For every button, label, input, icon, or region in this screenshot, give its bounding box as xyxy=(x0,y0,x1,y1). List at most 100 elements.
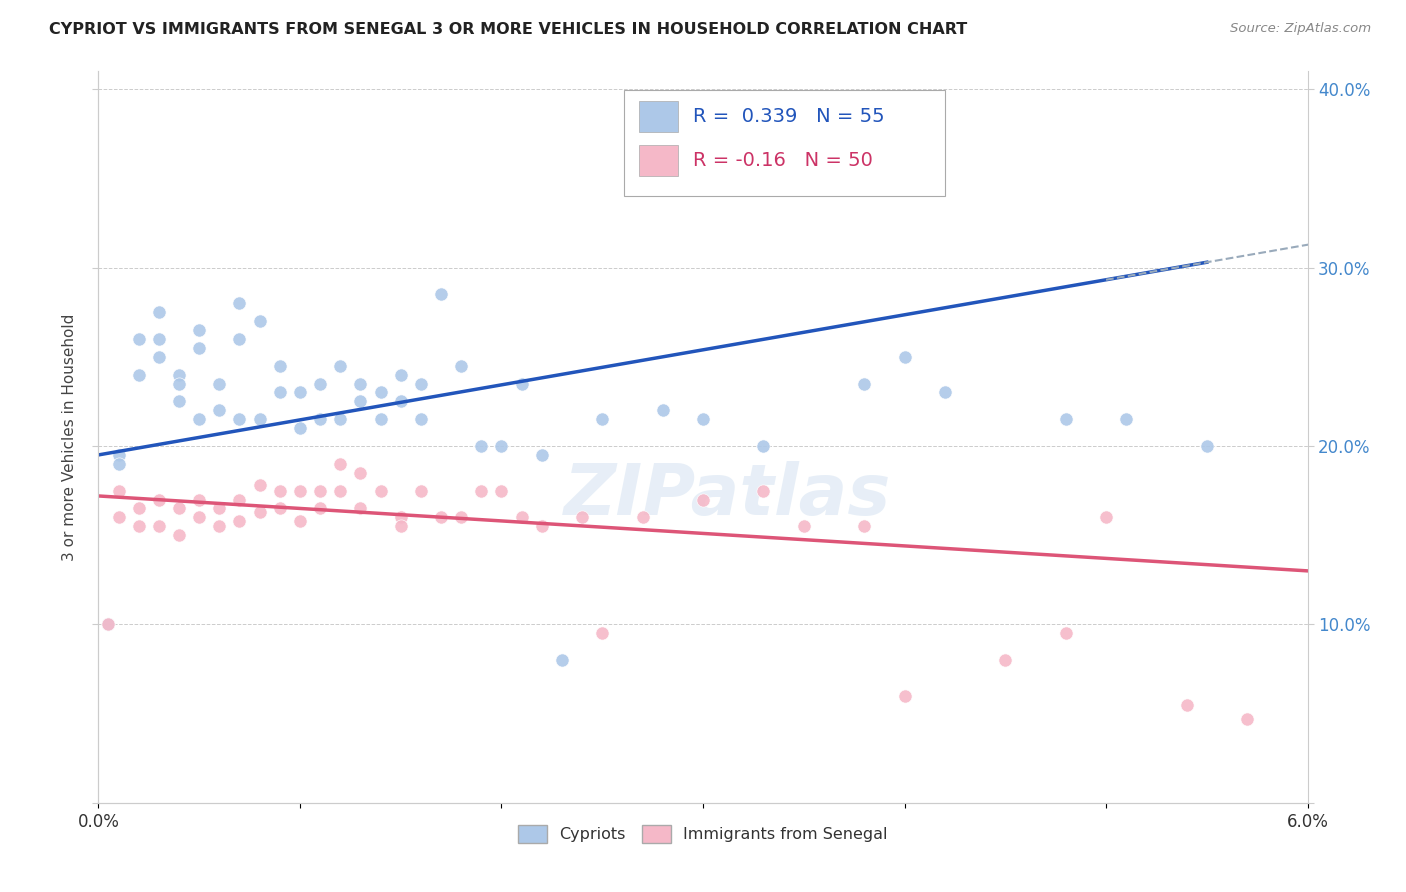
Point xyxy=(752,483,775,498)
Point xyxy=(309,412,332,426)
Point xyxy=(631,510,654,524)
Point xyxy=(551,653,574,667)
Point xyxy=(450,359,472,373)
Point xyxy=(167,501,190,516)
Point xyxy=(128,332,150,346)
Point xyxy=(349,376,371,391)
Point xyxy=(491,439,513,453)
Point xyxy=(934,385,956,400)
Point xyxy=(309,376,332,391)
Point xyxy=(208,501,231,516)
Point xyxy=(188,492,211,507)
Point xyxy=(309,501,332,516)
Point xyxy=(167,528,190,542)
Point xyxy=(591,626,613,640)
Point xyxy=(1054,412,1077,426)
Point xyxy=(288,483,311,498)
Point xyxy=(148,332,170,346)
Point xyxy=(893,689,915,703)
Point xyxy=(409,412,432,426)
Point xyxy=(107,510,129,524)
Point xyxy=(470,483,492,498)
FancyBboxPatch shape xyxy=(638,145,678,176)
Point xyxy=(430,287,453,301)
Point xyxy=(269,359,291,373)
Point xyxy=(793,519,815,533)
Point xyxy=(148,350,170,364)
Point xyxy=(470,439,492,453)
Point xyxy=(269,483,291,498)
Point xyxy=(288,514,311,528)
Text: Source: ZipAtlas.com: Source: ZipAtlas.com xyxy=(1230,22,1371,36)
Point xyxy=(349,394,371,409)
Point xyxy=(389,519,412,533)
Point xyxy=(370,412,392,426)
Point xyxy=(107,483,129,498)
Point xyxy=(591,412,613,426)
Point xyxy=(389,510,412,524)
Point xyxy=(389,394,412,409)
Y-axis label: 3 or more Vehicles in Household: 3 or more Vehicles in Household xyxy=(62,313,77,561)
Point xyxy=(288,385,311,400)
Point xyxy=(167,394,190,409)
Point xyxy=(167,376,190,391)
Point xyxy=(228,332,250,346)
Point xyxy=(1175,698,1198,712)
Text: ZIPatlas: ZIPatlas xyxy=(564,461,891,530)
Point xyxy=(107,448,129,462)
Point xyxy=(288,421,311,435)
Point xyxy=(370,385,392,400)
Point xyxy=(128,368,150,382)
Point xyxy=(692,412,714,426)
Point xyxy=(793,136,815,150)
Point xyxy=(530,448,553,462)
Point xyxy=(430,510,453,524)
Point xyxy=(249,314,271,328)
Point xyxy=(1054,626,1077,640)
Text: R = -0.16   N = 50: R = -0.16 N = 50 xyxy=(693,151,873,170)
Point xyxy=(249,412,271,426)
Point xyxy=(228,296,250,310)
Point xyxy=(269,385,291,400)
Point xyxy=(329,483,352,498)
Point xyxy=(97,617,120,632)
Point xyxy=(228,492,250,507)
Point xyxy=(1236,712,1258,726)
Point xyxy=(409,376,432,391)
Point xyxy=(491,483,513,498)
Point xyxy=(188,323,211,337)
FancyBboxPatch shape xyxy=(624,90,945,195)
Point xyxy=(349,466,371,480)
Point xyxy=(329,457,352,471)
Point xyxy=(269,501,291,516)
Point xyxy=(530,519,553,533)
Point xyxy=(853,519,876,533)
Point xyxy=(208,376,231,391)
Point xyxy=(1195,439,1218,453)
Text: R =  0.339   N = 55: R = 0.339 N = 55 xyxy=(693,107,884,126)
Point xyxy=(370,483,392,498)
Point xyxy=(128,519,150,533)
Point xyxy=(510,510,533,524)
Point xyxy=(1095,510,1118,524)
Point xyxy=(309,483,332,498)
Point xyxy=(188,412,211,426)
Point xyxy=(409,483,432,498)
Point xyxy=(853,376,876,391)
Point xyxy=(994,653,1017,667)
Point xyxy=(651,403,673,417)
Point xyxy=(450,510,472,524)
Point xyxy=(752,439,775,453)
Legend: Cypriots, Immigrants from Senegal: Cypriots, Immigrants from Senegal xyxy=(512,819,894,850)
Point xyxy=(349,501,371,516)
Text: CYPRIOT VS IMMIGRANTS FROM SENEGAL 3 OR MORE VEHICLES IN HOUSEHOLD CORRELATION C: CYPRIOT VS IMMIGRANTS FROM SENEGAL 3 OR … xyxy=(49,22,967,37)
Point xyxy=(329,412,352,426)
Point xyxy=(692,492,714,507)
Point xyxy=(208,519,231,533)
Point xyxy=(228,412,250,426)
Point xyxy=(97,617,120,632)
Point xyxy=(188,341,211,355)
Point xyxy=(228,514,250,528)
Point xyxy=(128,501,150,516)
Point xyxy=(167,368,190,382)
